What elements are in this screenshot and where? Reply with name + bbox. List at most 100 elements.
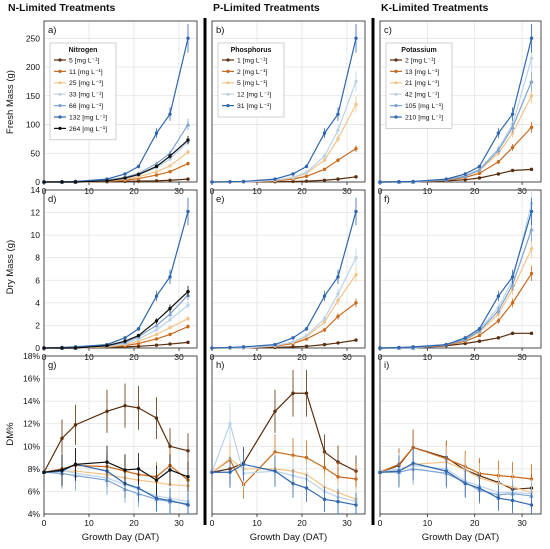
legend-marker bbox=[58, 126, 62, 130]
data-point bbox=[354, 146, 358, 151]
series-line bbox=[379, 446, 532, 480]
x-tick-label: 20 bbox=[129, 518, 139, 528]
data-point bbox=[322, 131, 327, 135]
column-title-p: P-Limited Treatments bbox=[213, 2, 320, 14]
data-point bbox=[291, 453, 295, 458]
data-point bbox=[510, 301, 515, 305]
data-point bbox=[273, 450, 277, 454]
data-point bbox=[291, 175, 295, 180]
data-point bbox=[168, 468, 172, 472]
data-point bbox=[510, 498, 515, 503]
data-point bbox=[322, 342, 327, 347]
data-point bbox=[154, 328, 159, 332]
data-point bbox=[411, 345, 415, 349]
series-line bbox=[379, 211, 533, 349]
series-line bbox=[211, 451, 357, 486]
series-line bbox=[211, 457, 357, 500]
series-line bbox=[380, 273, 533, 349]
data-point bbox=[336, 112, 340, 116]
data-point bbox=[336, 292, 340, 296]
data-point bbox=[322, 466, 327, 470]
data-point bbox=[123, 339, 127, 343]
legend-marker bbox=[58, 104, 62, 108]
series-line bbox=[43, 405, 189, 473]
panel-label: d) bbox=[48, 194, 56, 205]
legend-entry: 33 [mg L⁻¹] bbox=[69, 92, 103, 99]
data-point bbox=[123, 176, 127, 180]
y-tick-label: 10 bbox=[31, 230, 41, 240]
data-point bbox=[168, 332, 172, 337]
data-point bbox=[529, 246, 534, 251]
legend-entry: 66 [mg L⁻¹] bbox=[69, 103, 103, 110]
data-point bbox=[411, 179, 415, 184]
legend-title: Nitrogen bbox=[69, 47, 98, 54]
data-point bbox=[186, 150, 190, 154]
data-point bbox=[322, 320, 327, 324]
data-point bbox=[322, 294, 327, 298]
data-point bbox=[154, 343, 159, 347]
data-point bbox=[168, 164, 172, 168]
data-point bbox=[477, 167, 482, 172]
y-tick-label: 4% bbox=[28, 509, 41, 519]
legend-marker bbox=[58, 92, 62, 96]
legend-marker bbox=[394, 81, 398, 85]
data-point bbox=[397, 469, 401, 473]
data-point bbox=[186, 449, 190, 453]
data-point bbox=[463, 172, 467, 176]
ylabel-dry-mass: Dry Mass (g) bbox=[5, 240, 16, 294]
x-tick-label: 10 bbox=[84, 518, 94, 528]
y-tick-label: 200 bbox=[26, 62, 40, 72]
data-point bbox=[105, 179, 109, 183]
data-point bbox=[210, 470, 214, 474]
data-point bbox=[60, 346, 64, 350]
plot-frame bbox=[43, 189, 198, 349]
y-tick-label: 100 bbox=[26, 120, 40, 130]
legend-marker bbox=[58, 115, 62, 119]
panel-label: g) bbox=[48, 360, 56, 371]
legend-marker bbox=[226, 58, 230, 62]
data-point bbox=[186, 177, 190, 181]
panel-i: 0 10 20 30 Growth Day (DAT) i) bbox=[378, 355, 542, 543]
data-point bbox=[510, 124, 515, 130]
legend-marker bbox=[226, 92, 230, 96]
data-point bbox=[496, 319, 501, 323]
data-point bbox=[496, 336, 501, 340]
data-point bbox=[322, 316, 327, 321]
data-point bbox=[322, 328, 327, 332]
data-point bbox=[463, 336, 467, 340]
legend-entry: 1 [mg L⁻¹] bbox=[237, 57, 268, 64]
data-point bbox=[354, 36, 358, 40]
legend-entry: 11 [mg L⁻¹] bbox=[69, 69, 103, 76]
data-point bbox=[291, 336, 295, 340]
data-point bbox=[154, 294, 159, 298]
data-point bbox=[210, 346, 214, 350]
data-point bbox=[291, 391, 295, 395]
data-point bbox=[322, 178, 327, 182]
data-point bbox=[322, 167, 327, 172]
legend-title: Potassium bbox=[401, 47, 436, 54]
data-point bbox=[241, 345, 246, 349]
data-point bbox=[336, 275, 340, 279]
data-point bbox=[186, 36, 190, 40]
data-point bbox=[168, 444, 172, 448]
data-point bbox=[136, 333, 141, 338]
data-point bbox=[228, 470, 232, 474]
data-point bbox=[510, 131, 515, 135]
data-point bbox=[378, 470, 382, 474]
data-point bbox=[168, 306, 172, 311]
data-point bbox=[496, 496, 501, 500]
ylabel-fresh-mass: Fresh Mass (g) bbox=[5, 70, 16, 134]
data-point bbox=[228, 422, 232, 426]
data-point bbox=[42, 180, 46, 184]
legend-marker bbox=[226, 81, 230, 85]
data-point bbox=[444, 342, 448, 347]
legend-marker bbox=[394, 115, 398, 119]
data-point bbox=[291, 172, 295, 176]
data-point bbox=[477, 328, 482, 333]
data-point bbox=[154, 319, 159, 323]
series-line bbox=[380, 248, 533, 349]
data-point bbox=[354, 272, 358, 277]
data-point bbox=[136, 327, 141, 331]
